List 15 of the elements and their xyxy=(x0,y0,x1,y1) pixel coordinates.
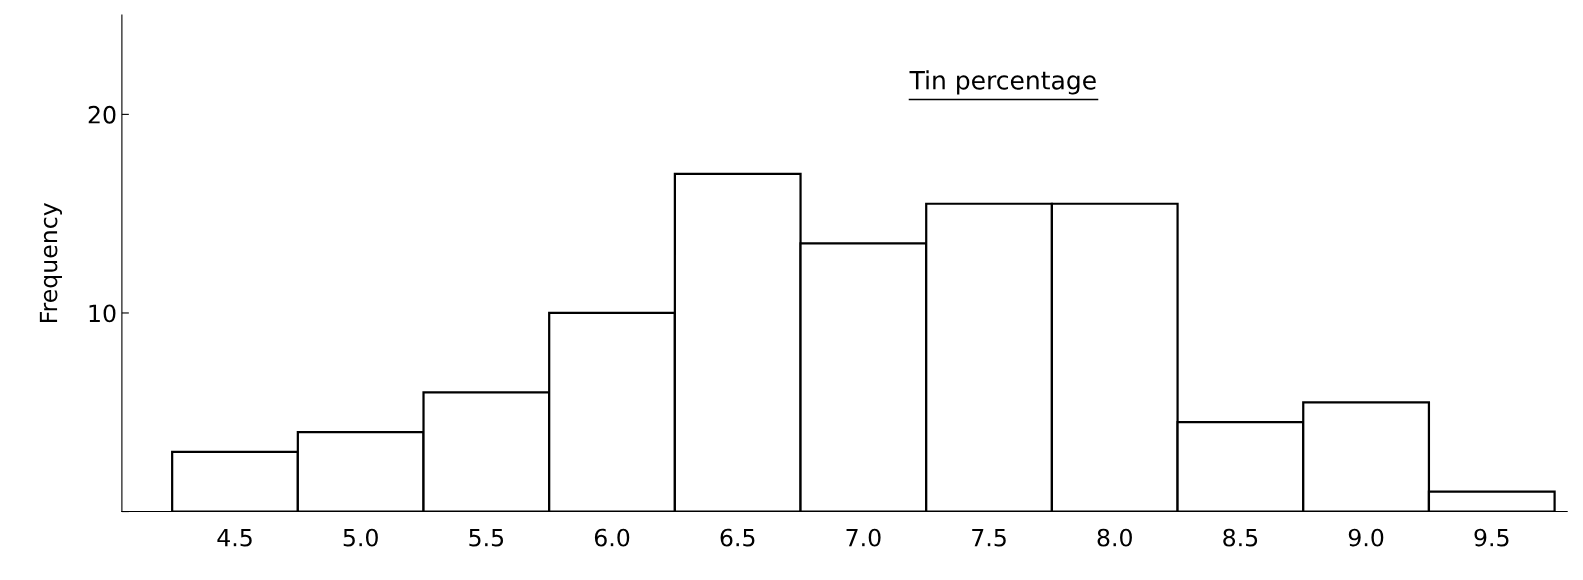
x-tick-label: 7.0 xyxy=(846,528,881,547)
x-tick-label: 5.5 xyxy=(469,528,504,547)
x-tick-label: 9.5 xyxy=(1474,528,1509,547)
x-tick-label: 5.0 xyxy=(343,528,378,547)
x-tick-label: 8.0 xyxy=(1097,528,1132,547)
x-tick-label: 4.5 xyxy=(217,528,252,547)
x-tick-label: 8.5 xyxy=(1223,528,1258,547)
x-tick-label: 6.5 xyxy=(720,528,755,547)
y-tick-label: 20 xyxy=(88,105,116,124)
text: Tin percentage xyxy=(909,70,1096,95)
y-axis-title: Frequency xyxy=(39,203,62,322)
x-tick-label: 6.0 xyxy=(594,528,630,547)
x-tick-label: 7.5 xyxy=(972,528,1006,547)
y-tick-label: 10 xyxy=(89,304,116,323)
x-tick-label: 9.0 xyxy=(1348,528,1384,547)
